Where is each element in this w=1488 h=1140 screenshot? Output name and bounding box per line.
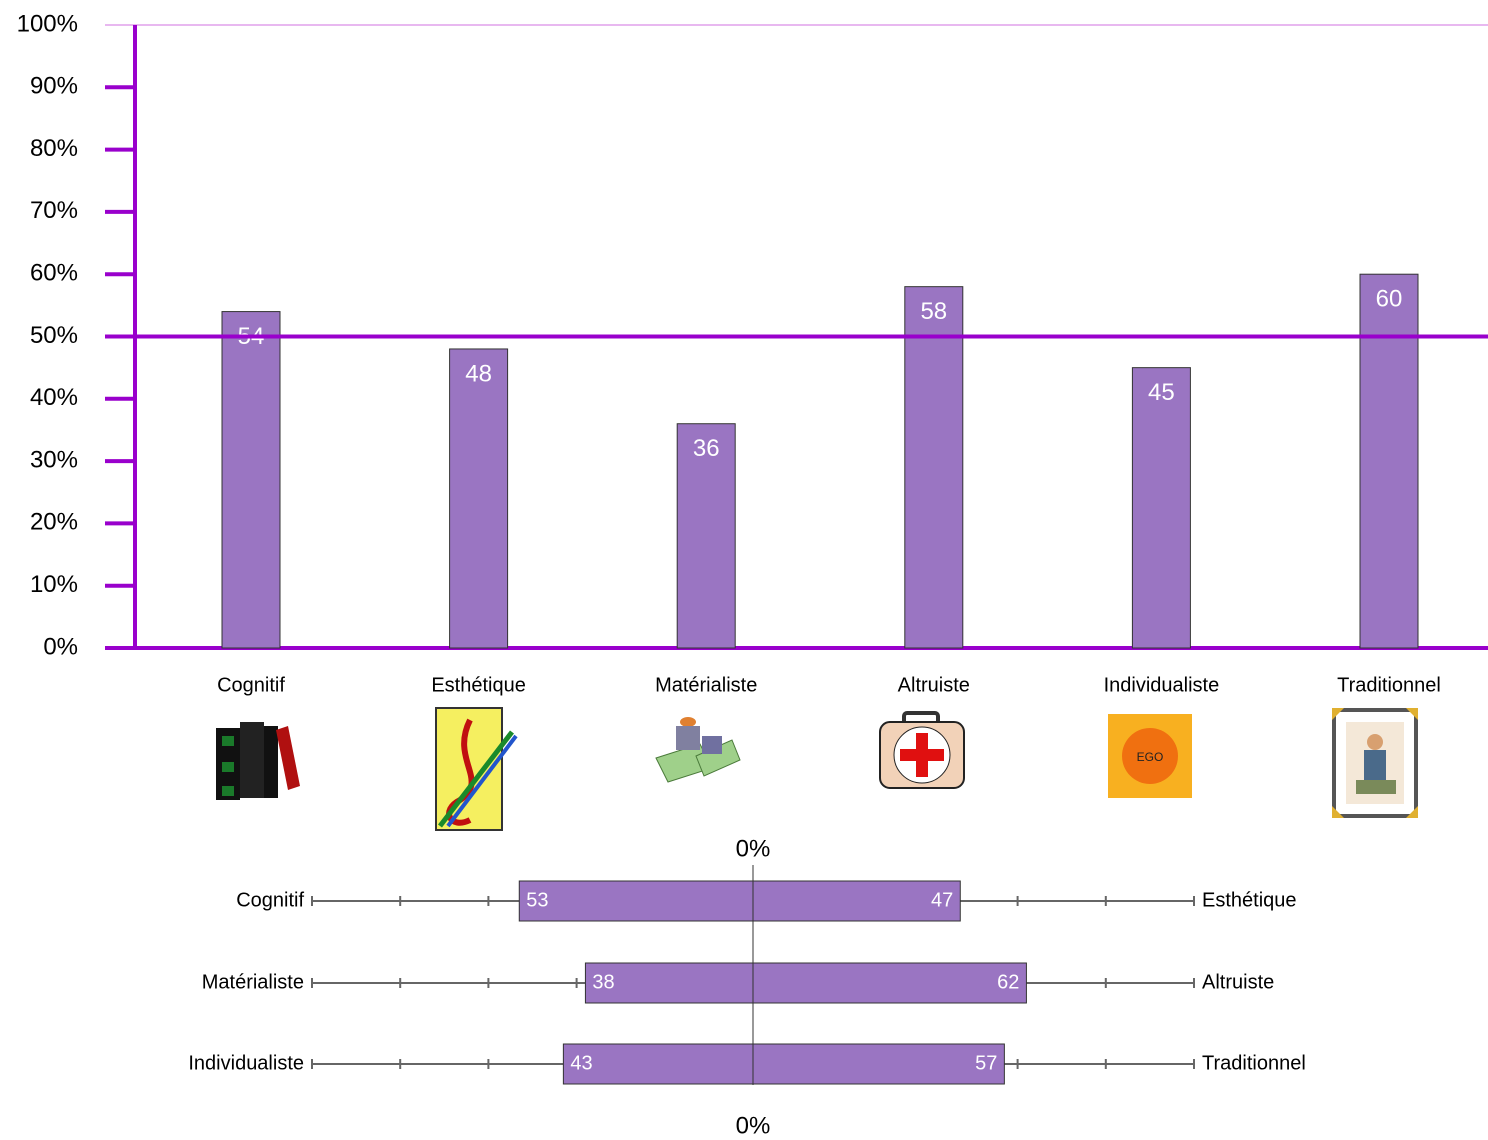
bar <box>221 311 281 649</box>
zero-label: 0% <box>736 1112 771 1139</box>
icon-portrait <box>1332 708 1418 818</box>
bar <box>1359 273 1419 649</box>
bar-right <box>752 880 961 922</box>
y-tick-label: 50% <box>30 322 78 349</box>
y-tick-label: 80% <box>30 135 78 162</box>
y-tick-label: 20% <box>30 509 78 536</box>
y-tick-label: 30% <box>30 446 78 473</box>
value-label: 57 <box>975 1052 997 1074</box>
bar-right <box>752 962 1027 1004</box>
y-tick-label: 100% <box>17 10 78 37</box>
y-tick-label: 60% <box>30 260 78 287</box>
left-label: Individualiste <box>188 1052 304 1074</box>
right-label: Traditionnel <box>1202 1052 1306 1074</box>
bar-left <box>518 880 754 922</box>
icon-music <box>435 707 518 831</box>
bar <box>904 286 964 649</box>
value-label: 62 <box>997 971 1019 993</box>
y-tick-label: 40% <box>30 384 78 411</box>
left-label: Matérialiste <box>202 971 304 993</box>
svg-text:EGO: EGO <box>1137 750 1164 764</box>
value-label: 38 <box>592 971 614 993</box>
bar <box>1131 367 1191 649</box>
y-tick-label: 90% <box>30 73 78 100</box>
right-label: Esthétique <box>1202 889 1297 911</box>
value-label: 43 <box>570 1052 592 1074</box>
icon-first-aid <box>879 711 965 789</box>
icon-ego: EGO <box>1108 714 1192 798</box>
x-tick-label: Cognitif <box>217 674 285 696</box>
x-tick-label: Individualiste <box>1104 674 1220 696</box>
x-tick-label: Altruiste <box>898 674 970 696</box>
bar-right <box>752 1043 1005 1085</box>
y-tick-label: 10% <box>30 571 78 598</box>
y-tick-label: 70% <box>30 197 78 224</box>
bar-left <box>562 1043 754 1085</box>
x-tick-label: Matérialiste <box>655 674 757 696</box>
bar <box>449 348 509 649</box>
icon-money <box>655 717 741 783</box>
x-tick-label: Esthétique <box>431 674 526 696</box>
bar <box>676 423 736 649</box>
value-label: 53 <box>526 889 548 911</box>
icon-books <box>216 722 300 800</box>
value-label: 60 <box>1376 286 1403 313</box>
value-label: 36 <box>693 435 720 462</box>
zero-label: 0% <box>736 835 771 862</box>
value-label: 47 <box>931 889 953 911</box>
value-label: 48 <box>465 360 492 387</box>
bar-left <box>584 962 754 1004</box>
x-tick-label: Traditionnel <box>1337 674 1441 696</box>
value-label: 45 <box>1148 379 1175 406</box>
y-tick-label: 0% <box>43 633 78 660</box>
right-label: Altruiste <box>1202 971 1274 993</box>
left-label: Cognitif <box>236 889 304 911</box>
value-label: 58 <box>920 298 947 325</box>
